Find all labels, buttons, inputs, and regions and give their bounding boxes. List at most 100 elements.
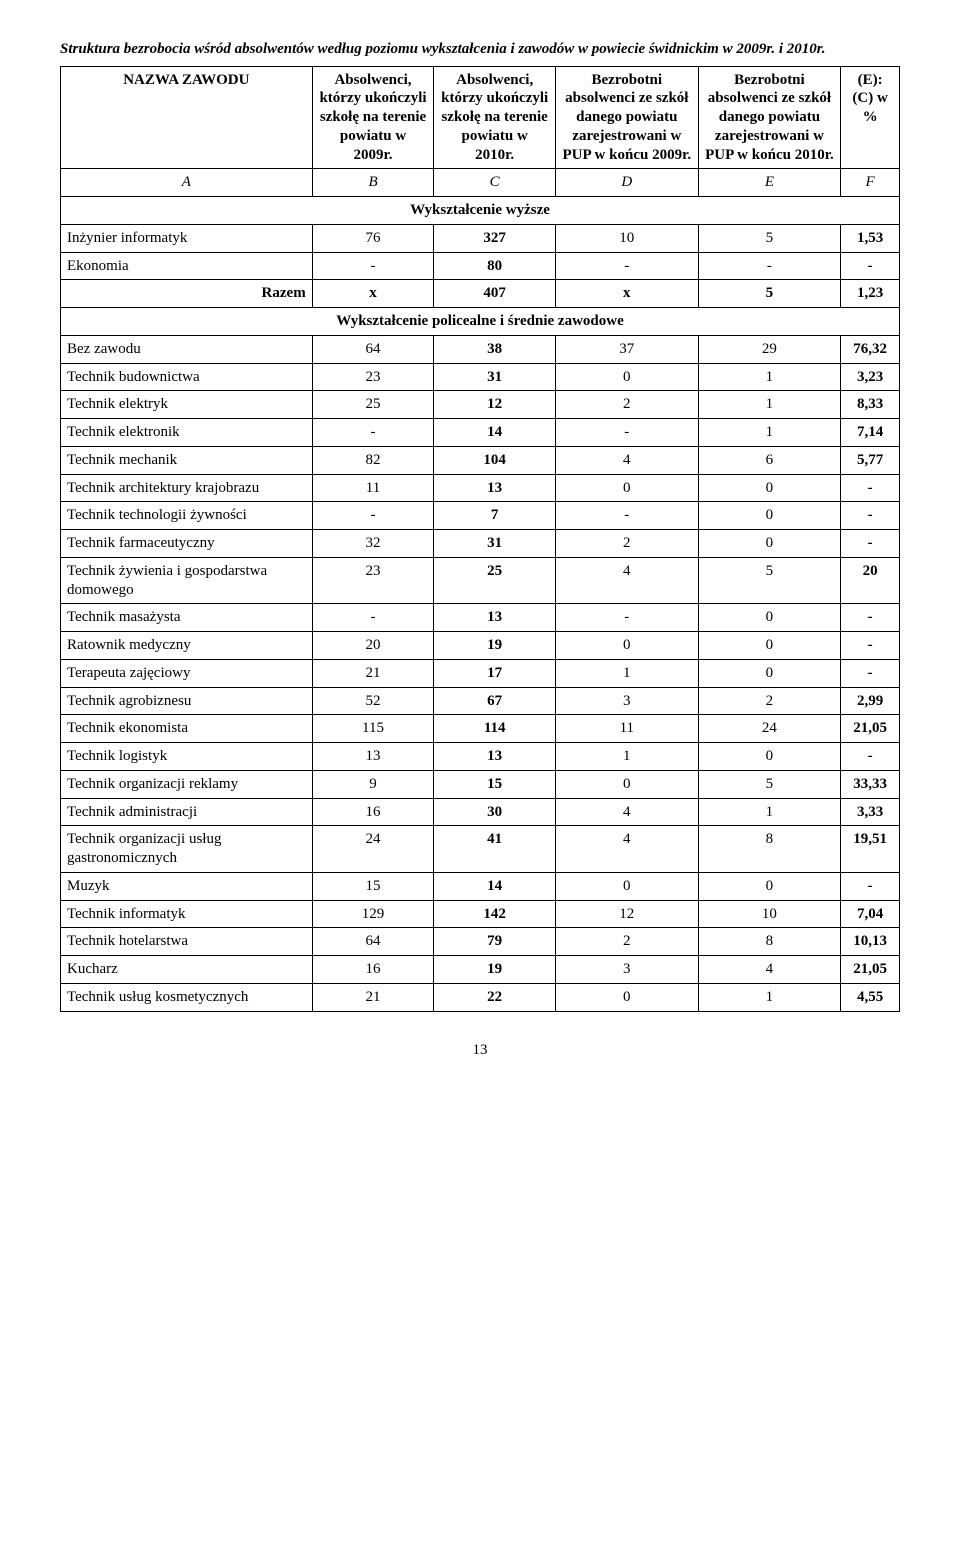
row-label: Ratownik medyczny [61,632,313,660]
cell-d: - [555,604,698,632]
cell-d: 4 [555,826,698,873]
data-table: NAZWA ZAWODU Absolwenci, którzy ukończyl… [60,66,900,1012]
cell-d: 12 [555,900,698,928]
row-label: Technik architektury krajobrazu [61,474,313,502]
cell-c: 19 [434,956,556,984]
cell-c: 22 [434,983,556,1011]
cell-c: 25 [434,557,556,604]
cell-e: 1 [698,391,841,419]
cell-d: 4 [555,557,698,604]
cell-b: 82 [312,446,434,474]
cell-e: 0 [698,632,841,660]
row-label: Technik budownictwa [61,363,313,391]
table-row: Technik usług kosmetycznych2122014,55 [61,983,900,1011]
cell-d: 1 [555,743,698,771]
cell-c: 19 [434,632,556,660]
cell-f: - [841,604,900,632]
cell-b: 24 [312,826,434,873]
cell-b: 21 [312,659,434,687]
row-label: Technik mechanik [61,446,313,474]
cell-b: 16 [312,798,434,826]
cell-e: 0 [698,659,841,687]
row-label: Ekonomia [61,252,313,280]
cell-c: 13 [434,604,556,632]
cell-c: 7 [434,502,556,530]
row-label: Muzyk [61,872,313,900]
cell-c: 41 [434,826,556,873]
row-label: Technik logistyk [61,743,313,771]
cell-d: - [555,502,698,530]
cell-e: 4 [698,956,841,984]
cell-b: 115 [312,715,434,743]
table-row: Technik administracji1630413,33 [61,798,900,826]
cell-f: 21,05 [841,715,900,743]
cell-f: 33,33 [841,770,900,798]
cell-c: 142 [434,900,556,928]
cell-f: - [841,632,900,660]
col-letter-e: E [698,169,841,197]
table-row: Technik agrobiznesu5267322,99 [61,687,900,715]
table-row: Technik masażysta-13-0- [61,604,900,632]
col-header-f: (E): (C) w % [841,66,900,169]
table-row: Technik organizacji reklamy9150533,33 [61,770,900,798]
cell-e: 1 [698,798,841,826]
cell-e: 0 [698,474,841,502]
col-header-name: NAZWA ZAWODU [61,66,313,169]
cell-d: 2 [555,530,698,558]
row-label: Technik ekonomista [61,715,313,743]
cell-e: 1 [698,363,841,391]
cell-e: 5 [698,557,841,604]
cell-d: 3 [555,956,698,984]
table-row: Technik ekonomista115114112421,05 [61,715,900,743]
cell-c: 30 [434,798,556,826]
table-row: Technik technologii żywności-7-0- [61,502,900,530]
table-row: Inżynier informatyk763271051,53 [61,224,900,252]
cell-e: 0 [698,872,841,900]
row-label: Technik elektryk [61,391,313,419]
cell-f: - [841,872,900,900]
row-label: Technik organizacji reklamy [61,770,313,798]
col-header-d: Bezrobotni absolwenci ze szkół danego po… [555,66,698,169]
row-label: Terapeuta zajęciowy [61,659,313,687]
row-label: Technik technologii żywności [61,502,313,530]
cell-f: 8,33 [841,391,900,419]
cell-e: 0 [698,604,841,632]
cell-f: 19,51 [841,826,900,873]
col-header-c: Absolwenci, którzy ukończyli szkołę na t… [434,66,556,169]
cell-e: 5 [698,224,841,252]
cell-f: 21,05 [841,956,900,984]
razem-cell: 407 [434,280,556,308]
cell-d: 0 [555,872,698,900]
cell-b: 52 [312,687,434,715]
cell-d: 0 [555,474,698,502]
cell-c: 13 [434,474,556,502]
razem-row: Razemx407x51,23 [61,280,900,308]
cell-f: 20 [841,557,900,604]
row-label: Technik hotelarstwa [61,928,313,956]
cell-e: 0 [698,743,841,771]
cell-d: 0 [555,770,698,798]
cell-c: 31 [434,530,556,558]
cell-b: 64 [312,928,434,956]
cell-d: 11 [555,715,698,743]
cell-b: 23 [312,363,434,391]
cell-f: 3,23 [841,363,900,391]
cell-f: 10,13 [841,928,900,956]
table-row: Technik organizacji usług gastronomiczny… [61,826,900,873]
cell-c: 14 [434,419,556,447]
cell-f: - [841,252,900,280]
cell-f: 76,32 [841,335,900,363]
cell-e: 29 [698,335,841,363]
cell-d: 10 [555,224,698,252]
cell-f: 1,53 [841,224,900,252]
cell-e: 0 [698,502,841,530]
cell-f: 7,04 [841,900,900,928]
table-header-row: NAZWA ZAWODU Absolwenci, którzy ukończyl… [61,66,900,169]
row-label: Technik elektronik [61,419,313,447]
table-row: Technik logistyk131310- [61,743,900,771]
cell-e: 8 [698,826,841,873]
cell-d: 37 [555,335,698,363]
table-row: Muzyk151400- [61,872,900,900]
cell-b: - [312,252,434,280]
table-row: Technik informatyk12914212107,04 [61,900,900,928]
